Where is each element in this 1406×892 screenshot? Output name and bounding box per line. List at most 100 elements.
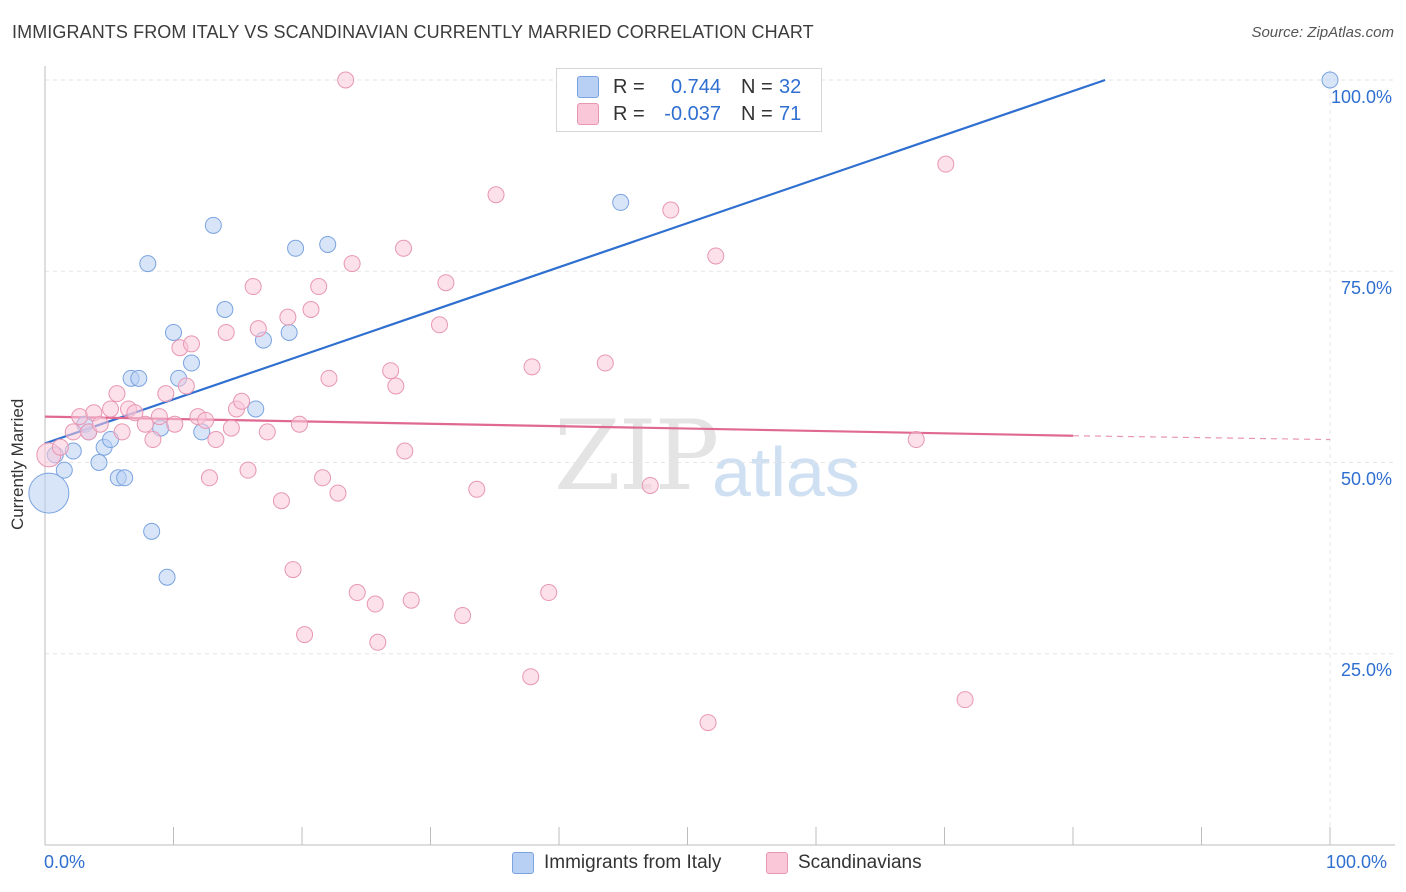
grid-lines	[45, 70, 1395, 845]
scandinavian-point-62	[662, 201, 680, 219]
scandinavian-point-54	[454, 607, 472, 624]
italy-point-2	[55, 461, 73, 479]
scandinavian-point-51	[402, 591, 420, 609]
italy-point-12	[130, 369, 148, 387]
legend-label-scandinavians: Scandinavians	[798, 852, 922, 873]
correlation-legend: R = 0.744 N = 32 R = -0.037 N = 71	[556, 68, 822, 132]
scandinavian-point-28	[239, 461, 257, 479]
scandinavian-point-18	[177, 377, 195, 395]
legend-row-italy: R = 0.744 N = 32	[577, 74, 801, 100]
scandinavian-point-66	[937, 155, 955, 173]
italy-point-23	[247, 400, 265, 418]
axes	[44, 66, 1395, 846]
scandinavian-point-39	[314, 469, 332, 487]
scandinavian-point-33	[279, 308, 297, 326]
scandinavian-point-35	[290, 415, 308, 433]
scandinavian-point-21	[197, 411, 215, 429]
data-points	[28, 71, 1339, 732]
scandinavian-point-60	[596, 354, 614, 372]
scandinavian-point-7	[102, 400, 120, 418]
scandinavian-point-53	[430, 316, 448, 334]
italy-point-19	[182, 354, 200, 372]
x-tick-label-100: 100.0%	[1326, 852, 1388, 872]
italy-point-13	[139, 255, 157, 273]
scandinavian-point-23	[207, 431, 225, 449]
italy-point-0	[28, 472, 70, 514]
series-legend: Immigrants from Italy Scandinavians	[0, 852, 1406, 878]
scandinavian-point-3	[71, 408, 89, 426]
scandinavian-point-1	[51, 438, 69, 456]
legend-n-value: 32	[779, 75, 802, 98]
scandinavian-point-48	[387, 377, 405, 395]
scandinavian-trend-line	[44, 415, 1074, 437]
italy-point-25	[280, 323, 298, 341]
legend-swatch-blue	[577, 76, 599, 98]
legend-row-scandinavians: R = -0.037 N = 71	[577, 101, 801, 127]
scandinavian-point-46	[369, 633, 387, 651]
y-tick-label-25: 25.0%	[1340, 660, 1392, 680]
scandinavian-point-30	[249, 320, 267, 338]
scandinavian-point-13	[144, 431, 162, 449]
scandinavian-point-29	[244, 278, 262, 296]
scandinavian-point-2	[64, 423, 82, 441]
scandinavian-point-31	[258, 423, 276, 441]
scandinavian-point-43	[343, 255, 361, 273]
scandinavian-point-56	[487, 186, 505, 204]
italy-point-28	[612, 193, 630, 211]
italy-point-14	[143, 522, 161, 540]
scandinavian-point-50	[396, 442, 414, 460]
scandinavian-point-49	[395, 239, 413, 257]
trend-lines	[44, 78, 1331, 445]
scandinavian-point-25	[222, 419, 240, 437]
legend-label-italy: Immigrants from Italy	[544, 852, 722, 873]
legend-r-value: -0.037	[664, 102, 721, 125]
legend-swatch-pink	[577, 103, 599, 125]
scandinavian-point-8	[108, 385, 126, 403]
legend-swatch-scandinavians	[766, 852, 788, 874]
legend-item-scandinavians[interactable]: Scandinavians	[766, 852, 922, 874]
scandinavian-point-16	[166, 415, 184, 433]
legend-r-label: R =	[613, 102, 645, 125]
x-tick-label-0: 0.0%	[44, 852, 86, 872]
scandinavian-point-47	[382, 362, 400, 380]
italy-point-27	[319, 235, 337, 253]
legend-r-value: 0.744	[670, 75, 721, 98]
scandinavian-point-27	[233, 392, 251, 410]
scandinavian-point-36	[296, 626, 314, 644]
scandinavian-point-45	[366, 595, 384, 613]
scandinavian-point-41	[329, 484, 347, 502]
scandinavian-point-58	[522, 668, 540, 686]
scandinavian-point-22	[200, 469, 218, 487]
y-tick-label-75: 75.0%	[1340, 278, 1392, 298]
watermark-atlas: atlas	[712, 433, 860, 511]
legend-swatch-italy	[512, 852, 534, 874]
y-tick-label-100: 100.0%	[1330, 87, 1392, 107]
chart-title: IMMIGRANTS FROM ITALY VS SCANDINAVIAN CU…	[12, 22, 814, 42]
scandinavian-point-14	[150, 408, 168, 426]
scandinavian-point-61	[641, 476, 659, 494]
italy-point-29	[1321, 71, 1339, 89]
y-axis-label: Currently Married	[8, 398, 27, 530]
scandinavian-point-37	[302, 301, 320, 318]
italy-point-26	[287, 239, 305, 257]
scandinavian-point-32	[272, 492, 290, 510]
legend-n-label: N =	[741, 102, 773, 125]
legend-r-label: R =	[613, 75, 645, 98]
watermark-zip: ZIP	[554, 400, 719, 512]
legend-item-italy[interactable]: Immigrants from Italy	[512, 852, 721, 874]
scandinavian-point-65	[907, 431, 925, 449]
scandinavian-point-38	[310, 278, 328, 296]
scandinavian-point-12	[136, 415, 154, 433]
scandinavian-point-57	[523, 358, 541, 376]
scandinavian-point-15	[157, 385, 175, 403]
scandinavian-trend-extension	[1072, 435, 1331, 441]
legend-n-value: 71	[779, 102, 802, 125]
scandinavian-point-34	[284, 561, 302, 579]
scandinavian-point-19	[182, 335, 200, 353]
y-tick-label-50: 50.0%	[1340, 469, 1392, 489]
scandinavian-point-63	[699, 714, 717, 732]
scandinavian-point-42	[337, 71, 355, 89]
italy-point-17	[165, 323, 182, 341]
scandinavian-point-24	[217, 323, 235, 341]
